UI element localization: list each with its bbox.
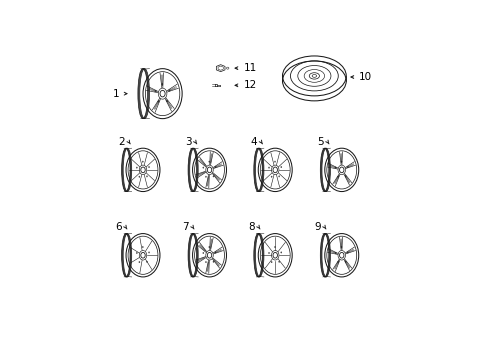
Text: 6: 6 — [115, 222, 122, 232]
Text: 10: 10 — [359, 72, 372, 82]
Text: 7: 7 — [182, 222, 189, 232]
Text: 5: 5 — [317, 136, 324, 147]
Text: 11: 11 — [243, 63, 256, 73]
Text: 9: 9 — [314, 222, 320, 232]
Text: 12: 12 — [243, 80, 256, 90]
Text: 1: 1 — [113, 89, 120, 99]
Text: 8: 8 — [248, 222, 255, 232]
Text: 3: 3 — [185, 136, 191, 147]
Text: 2: 2 — [119, 136, 125, 147]
Text: 4: 4 — [250, 136, 257, 147]
